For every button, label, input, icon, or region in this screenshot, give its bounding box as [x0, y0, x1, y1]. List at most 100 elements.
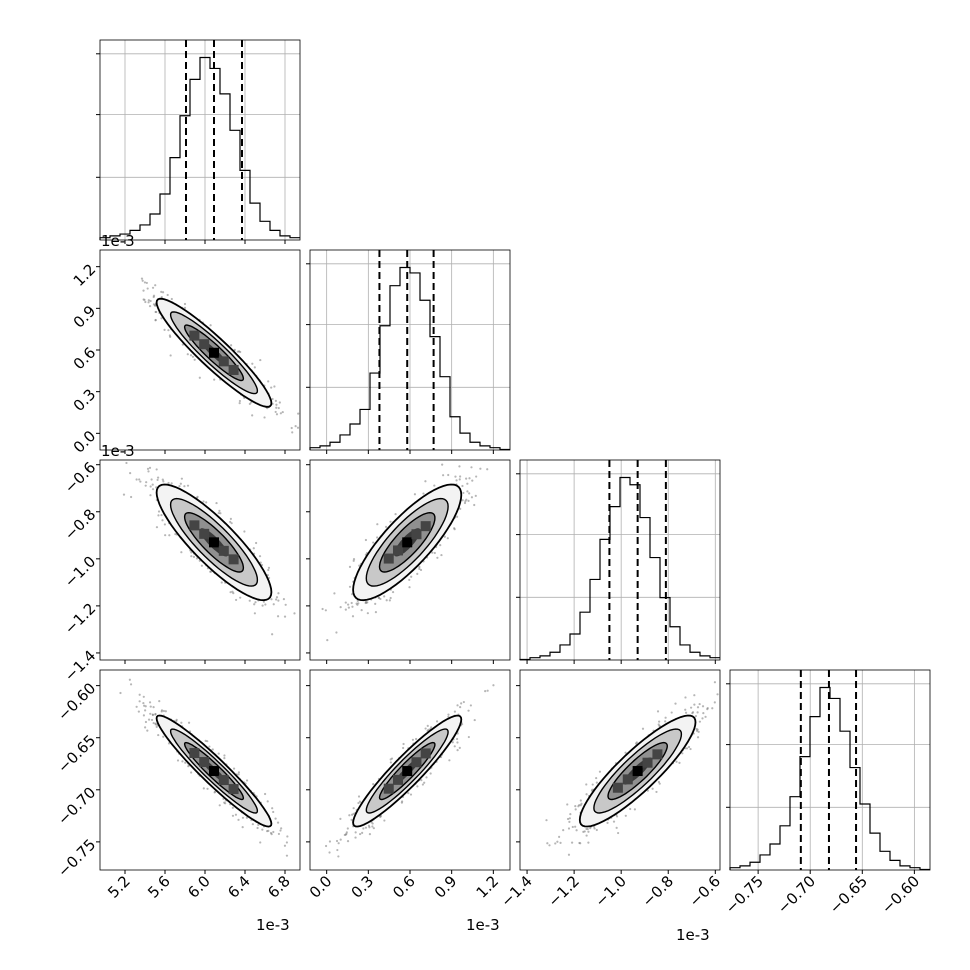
density-peak [392, 545, 403, 556]
sample-point [137, 710, 140, 713]
sample-point [217, 752, 220, 755]
sample-point [144, 709, 147, 712]
y-tick-label: −0.70 [54, 783, 99, 828]
sample-point [343, 833, 346, 837]
y-tick-label: −0.6 [61, 458, 99, 496]
sample-point [149, 712, 152, 715]
sample-point [408, 586, 411, 589]
sample-point [394, 513, 397, 516]
sample-point [467, 499, 470, 503]
sample-point [144, 300, 147, 304]
sample-point [339, 817, 342, 820]
sample-point [286, 835, 289, 838]
sample-point [294, 425, 297, 428]
x-offset-label-p0: 1e-3 [256, 916, 290, 934]
sample-point [684, 696, 687, 699]
sample-point [593, 827, 596, 830]
x-axis-p0 [124, 450, 286, 454]
sample-point [146, 467, 150, 470]
sample-point [272, 810, 275, 814]
sample-point [693, 703, 696, 706]
sample-point [154, 722, 157, 725]
sample-point [687, 745, 691, 749]
sample-point [567, 827, 571, 830]
density-peak [189, 330, 200, 341]
sample-point [167, 481, 170, 485]
sample-point [138, 693, 141, 696]
sample-point [272, 603, 275, 606]
y-tick-label: 1.2 [70, 260, 100, 290]
sample-point [443, 535, 446, 538]
sample-point [352, 812, 355, 815]
sample-point [245, 816, 249, 819]
scatter-panel-p0-p3 [99, 669, 301, 871]
sample-point [358, 564, 361, 567]
sample-point [262, 600, 265, 603]
sample-point [423, 781, 426, 784]
x-axis-p1 [326, 660, 494, 664]
sample-point [696, 736, 700, 739]
sample-point [238, 399, 242, 403]
sample-point [148, 466, 152, 469]
sample-point [276, 615, 280, 618]
sample-point [346, 827, 349, 830]
sample-point [546, 842, 549, 845]
sample-point [585, 793, 588, 796]
sample-point [409, 793, 413, 796]
y-axis-p3 [306, 685, 310, 843]
sample-point [209, 570, 213, 573]
sample-point [383, 819, 386, 822]
sample-point [461, 499, 464, 502]
sample-point [408, 578, 411, 581]
sample-point [391, 590, 395, 594]
sample-point [579, 799, 582, 802]
sample-point [149, 299, 152, 303]
sample-point [229, 517, 232, 520]
sample-point [333, 592, 336, 595]
sample-point [407, 792, 410, 795]
sample-point [433, 551, 436, 555]
sample-point [574, 808, 577, 811]
histogram-step-p2 [519, 476, 720, 661]
sample-point [400, 800, 404, 803]
sample-point [205, 501, 208, 504]
sample-point [466, 482, 469, 485]
sample-point [151, 286, 155, 289]
sample-point [161, 291, 165, 294]
sample-point [402, 742, 405, 746]
sample-point [690, 706, 693, 709]
sample-point [223, 754, 226, 757]
sample-point [624, 751, 627, 754]
y-offset-label-p1: 1e-3 [101, 232, 135, 250]
panel-contents [545, 681, 719, 856]
sample-point [716, 693, 719, 696]
sample-point [420, 779, 423, 782]
sample-point [272, 830, 275, 834]
sample-point [155, 468, 158, 471]
sample-point [429, 772, 432, 775]
sample-point [339, 838, 342, 841]
x-tick-label: −0.6 [686, 872, 724, 910]
density-peak [652, 749, 663, 760]
sample-point [175, 720, 178, 723]
sample-point [348, 814, 351, 817]
sample-point [361, 831, 364, 835]
sample-point [270, 386, 273, 389]
sample-point [337, 855, 340, 858]
sample-point [190, 555, 193, 558]
sample-point [150, 478, 153, 481]
sample-point [460, 722, 464, 726]
sample-point [198, 376, 201, 379]
sample-point [148, 304, 152, 308]
sample-point [271, 633, 274, 636]
sample-point [568, 817, 571, 820]
sample-point [475, 475, 478, 478]
density-peak [199, 339, 210, 350]
sample-point [453, 528, 456, 531]
sample-point [684, 708, 687, 711]
sample-point [416, 572, 419, 575]
sample-point [418, 565, 421, 569]
sample-point [562, 829, 565, 832]
sample-point [470, 466, 473, 469]
sample-point [357, 795, 361, 798]
